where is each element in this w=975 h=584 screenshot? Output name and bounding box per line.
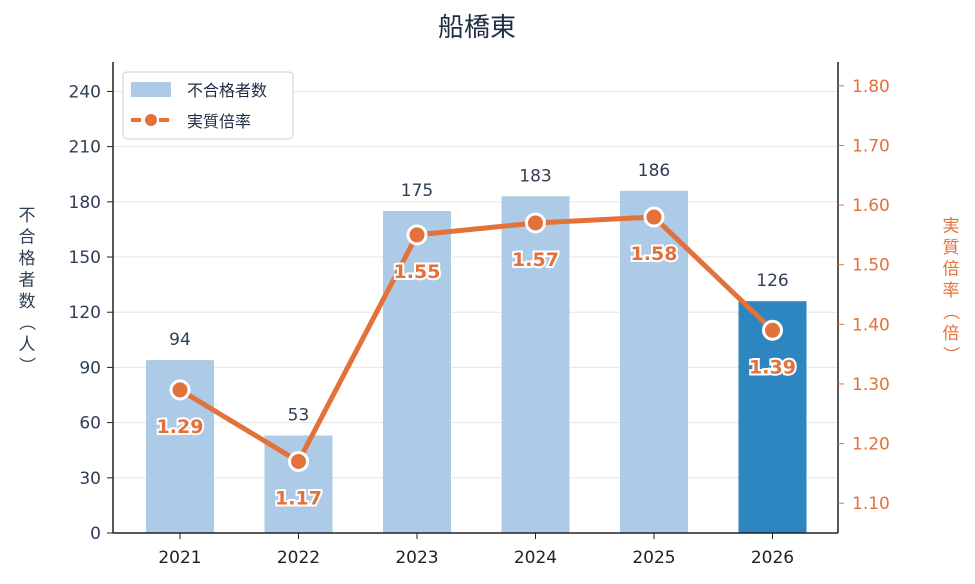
axis-title-char: 倍 (943, 260, 960, 280)
rate-value-label: 1.29 (157, 416, 204, 438)
rate-value-label: 1.39 (749, 356, 796, 378)
chart-title: 船橋東 (438, 13, 516, 43)
x-tick-label: 2021 (158, 548, 201, 568)
x-tick-label: 2023 (395, 548, 438, 568)
legend-label-bars: 不合格者数 (187, 81, 267, 100)
axis-title-char: 者 (19, 270, 36, 290)
left-tick-label: 120 (69, 303, 101, 323)
rate-point (288, 450, 309, 472)
bar-value-label: 175 (401, 181, 433, 201)
rate-point (169, 379, 191, 401)
rate-value-label: 1.17 (275, 487, 322, 509)
right-axis-title: 実質倍率（倍） (940, 217, 960, 364)
bar-value-label: 53 (288, 405, 310, 425)
left-tick-label: 210 (69, 138, 101, 158)
right-tick-label: 1.60 (852, 196, 890, 216)
axis-title-char: 人 (19, 335, 36, 355)
legend-label-rate: 実質倍率 (187, 112, 251, 131)
right-tick-label: 1.10 (852, 494, 890, 514)
data-labels-group: 94 53 175 183 186 126 1.29 1.17 1.55 1.57 1.58 1.39 (155, 161, 798, 512)
left-axis-title: 不合格者数 （ 人 ） (16, 206, 36, 374)
legend-line-marker (145, 114, 157, 126)
rate-line-group (169, 206, 783, 472)
left-tick-label: 0 (90, 524, 101, 544)
left-tick-label: 30 (79, 469, 101, 489)
axis-title-char: 不 (19, 206, 36, 226)
axis-title-char: 実 (943, 217, 960, 237)
x-tick-label: 2026 (751, 548, 794, 568)
right-tick-label: 1.80 (852, 77, 890, 97)
rate-point (525, 212, 546, 234)
bar-value-label: 126 (756, 271, 788, 291)
bar (501, 196, 570, 533)
axis-title-char: 倍 (943, 324, 960, 344)
rate-point (406, 224, 428, 246)
right-tick-label: 1.70 (852, 136, 890, 156)
bar (383, 211, 451, 533)
left-tick-label: 90 (79, 358, 101, 378)
left-tick-label: 180 (69, 193, 101, 213)
rate-value-label: 1.55 (394, 261, 441, 283)
bar-value-label: 186 (638, 161, 670, 181)
x-tick-label: 2024 (514, 548, 557, 568)
legend-bar-swatch (131, 82, 171, 97)
rate-value-label: 1.58 (631, 243, 678, 265)
legend: 不合格者数 実質倍率 (122, 71, 294, 140)
axis-title-char: 数 (19, 292, 36, 312)
right-tick-label: 1.30 (852, 375, 890, 395)
axis-title-char: （ (16, 314, 36, 331)
right-tick-label: 1.50 (852, 256, 890, 276)
rate-point (643, 206, 665, 228)
axis-title-char: ） (16, 357, 36, 374)
axis-title-char: 率 (943, 281, 960, 301)
bar-value-label: 94 (169, 330, 191, 350)
grid-lines (113, 90, 838, 479)
axis-title-char: ） (940, 346, 960, 363)
left-tick-label: 60 (79, 414, 101, 434)
rate-line (178, 214, 775, 464)
bars-group (146, 190, 807, 533)
x-tick-label: 2022 (277, 548, 320, 568)
x-tick-label: 2025 (632, 548, 675, 568)
bar-value-label: 183 (519, 166, 551, 186)
bar (264, 435, 333, 533)
axis-title-char: 合 (19, 227, 36, 247)
axis-title-char: （ (940, 303, 960, 320)
rate-value-label: 1.57 (512, 249, 559, 271)
right-tick-label: 1.40 (852, 315, 890, 335)
axis-title-char: 質 (943, 238, 960, 258)
rate-point (762, 319, 783, 341)
right-tick-label: 1.20 (852, 435, 890, 455)
bar (620, 190, 688, 533)
left-tick-label: 240 (69, 82, 101, 102)
axes-group: 0 30 60 90 120 150 180 210 240 1.10 1.20 1.30 1.40 1.… (16, 62, 960, 568)
axis-title-char: 格 (19, 249, 36, 269)
left-tick-label: 150 (69, 248, 101, 268)
